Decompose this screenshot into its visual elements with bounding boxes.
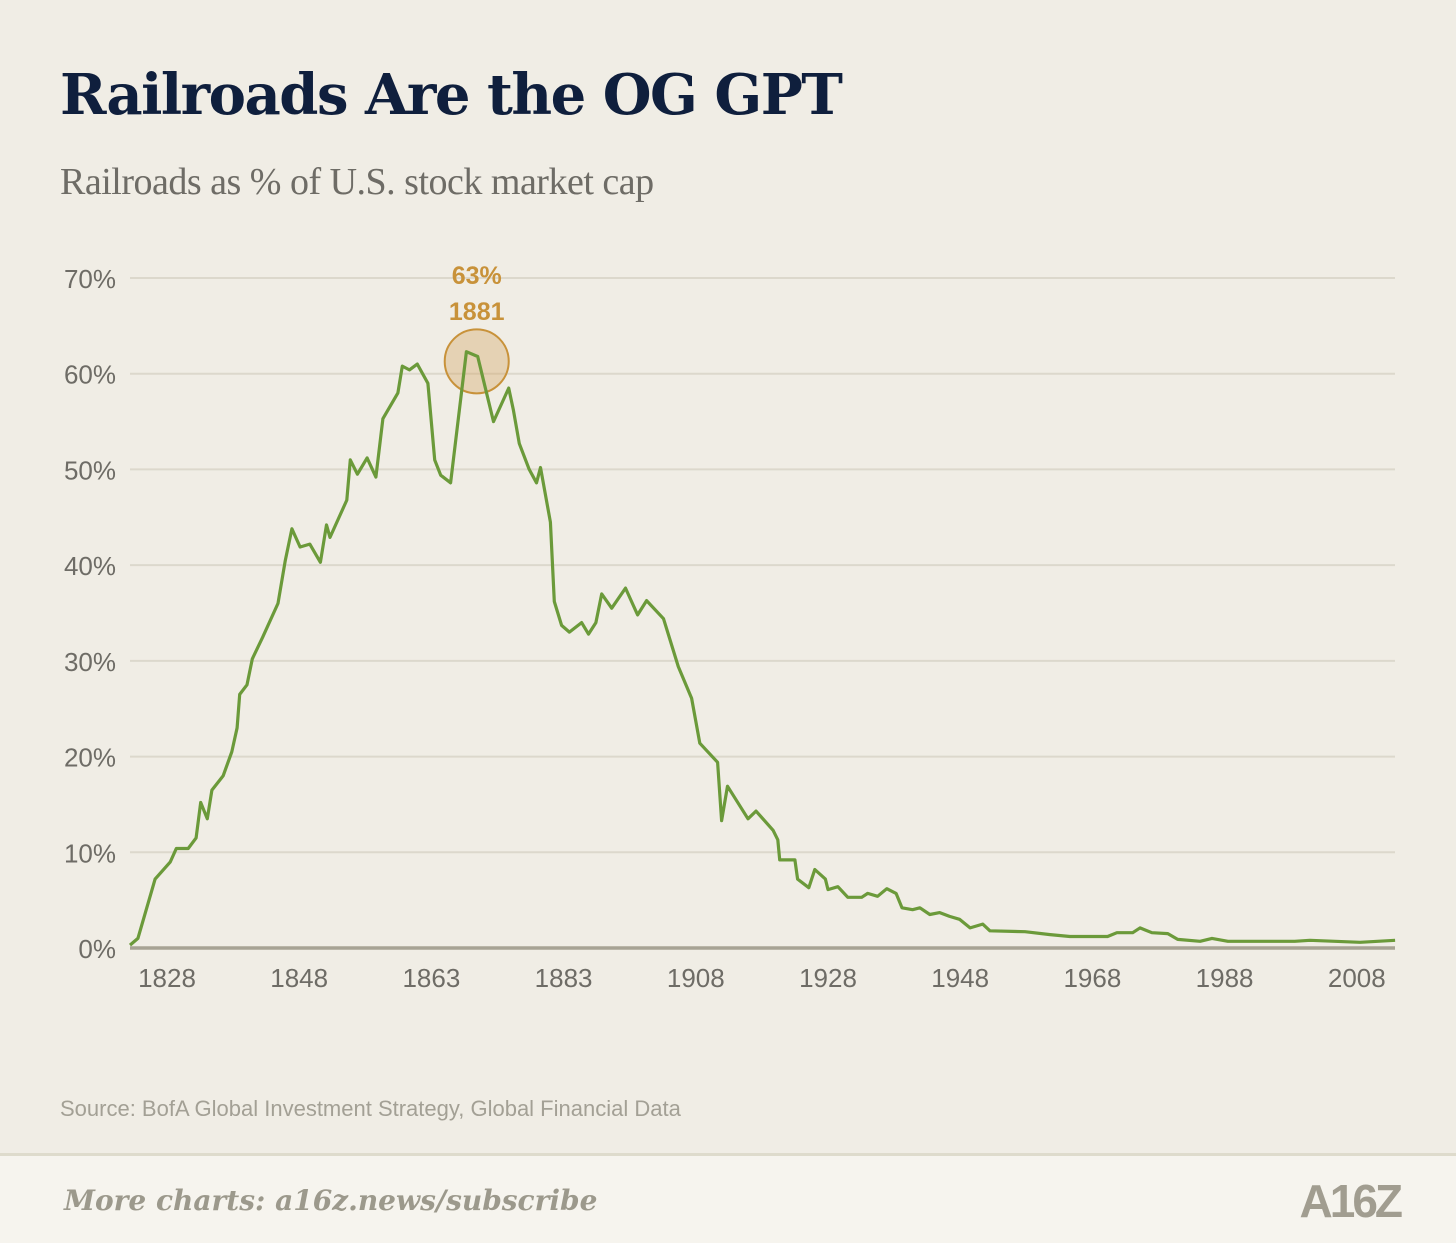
y-tick-label: 60% bbox=[64, 360, 116, 390]
x-tick-label: 1988 bbox=[1196, 963, 1254, 993]
y-tick-label: 50% bbox=[64, 455, 116, 485]
x-tick-label: 1828 bbox=[138, 963, 196, 993]
x-tick-label: 1968 bbox=[1063, 963, 1121, 993]
x-tick-label: 2008 bbox=[1328, 963, 1386, 993]
x-tick-label: 1908 bbox=[667, 963, 725, 993]
x-tick-label: 1848 bbox=[270, 963, 328, 993]
railroad-share-line bbox=[128, 350, 1396, 947]
chart-title: Railroads Are the OG GPT bbox=[60, 62, 843, 128]
a16z-logo: A16Z bbox=[1299, 1175, 1403, 1227]
y-axis-ticks: 0% 10% 20% 30% 40% 50% 60% 70% bbox=[64, 264, 116, 964]
source-note: Source: BofA Global Investment Strategy,… bbox=[60, 1096, 681, 1121]
y-tick-label: 10% bbox=[64, 838, 116, 868]
y-tick-label: 0% bbox=[78, 934, 116, 964]
subscribe-link[interactable]: More charts: a16z.news/subscribe bbox=[64, 1184, 598, 1217]
chart-subtitle: Railroads as % of U.S. stock market cap bbox=[60, 161, 654, 203]
peak-annotation-circle bbox=[443, 328, 510, 395]
y-tick-label: 30% bbox=[64, 647, 116, 677]
peak-annotation-year: 1881 bbox=[449, 298, 505, 326]
x-tick-label: 1948 bbox=[931, 963, 989, 993]
y-tick-label: 20% bbox=[64, 743, 116, 773]
x-tick-label: 1928 bbox=[799, 963, 857, 993]
footer-band: More charts: a16z.news/subscribe A16Z bbox=[0, 1153, 1456, 1243]
gridlines bbox=[130, 277, 1395, 950]
x-tick-label: 1863 bbox=[402, 963, 460, 993]
y-tick-label: 40% bbox=[64, 551, 116, 581]
x-axis-ticks: 1828 1848 1863 1883 1908 1928 1948 1968 1988 2008 bbox=[138, 963, 1386, 993]
x-tick-label: 1883 bbox=[535, 963, 593, 993]
y-tick-label: 70% bbox=[64, 264, 116, 294]
peak-annotation-value: 63% bbox=[452, 262, 502, 290]
